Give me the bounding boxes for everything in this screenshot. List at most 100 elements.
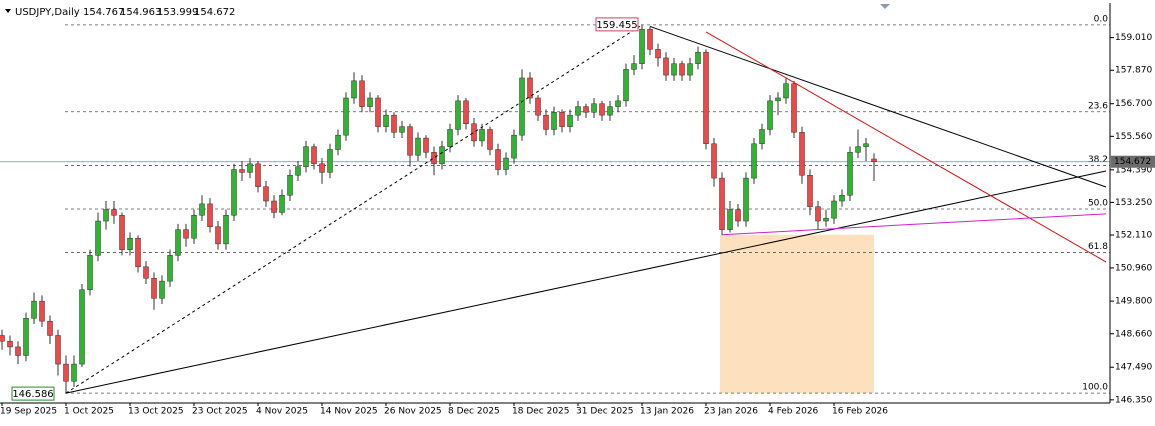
low-label-box (11, 386, 55, 401)
candle-body (367, 97, 373, 107)
candle-body (839, 195, 845, 202)
candle-body (135, 237, 141, 268)
candle-body (55, 335, 61, 365)
trendline (705, 31, 1107, 263)
zone (720, 234, 874, 394)
y-tick-label: 146.350 (1115, 395, 1152, 405)
candle-body (255, 163, 261, 187)
candle-body (279, 195, 285, 213)
fib-label: 61.8 (1088, 242, 1108, 252)
candle-body (807, 174, 813, 207)
candle-body (671, 63, 677, 76)
candle-body (487, 129, 493, 150)
candle-body (583, 106, 589, 113)
y-tick-label: 148.660 (1115, 329, 1152, 339)
open-value: 154.767 (83, 7, 124, 18)
candle-body (631, 63, 637, 70)
trendline (649, 25, 1107, 188)
candle-body (111, 209, 117, 216)
candle-body (399, 126, 405, 133)
trendline (65, 170, 1107, 394)
candle-body (727, 209, 733, 230)
candle-body (143, 266, 149, 279)
x-tick-label: 31 Dec 2025 (576, 407, 634, 417)
candle-body (495, 149, 501, 170)
low-value: 153.999 (157, 7, 198, 18)
candle-body (647, 29, 653, 50)
candle-body (503, 157, 509, 170)
price-tag (1111, 155, 1155, 168)
candle-body (791, 83, 797, 133)
high-label-box (595, 17, 639, 32)
high-label: 159.455 (596, 20, 637, 31)
x-tick-label: 1 Oct 2025 (64, 407, 114, 417)
candle-body (719, 177, 725, 230)
fib-label: 38.2 (1088, 155, 1108, 165)
fib-label: 23.6 (1088, 101, 1108, 111)
candle-body (335, 134, 341, 150)
y-tick-label: 149.800 (1115, 297, 1152, 307)
candle-body (871, 158, 877, 162)
candle-body (415, 137, 421, 156)
candle-body (607, 106, 613, 116)
candle-body (383, 114, 389, 127)
candle-body (775, 97, 781, 102)
candle-body (783, 83, 789, 99)
candle-body (71, 363, 77, 382)
candle-body (319, 163, 325, 173)
candle-body (567, 114, 573, 127)
candle-body (799, 132, 805, 176)
y-tick-label: 155.560 (1115, 132, 1152, 142)
candle-body (271, 200, 277, 213)
x-tick-label: 8 Dec 2025 (448, 407, 500, 417)
candle-body (151, 278, 157, 299)
x-tick-label: 4 Feb 2026 (768, 407, 819, 417)
candle-body (743, 177, 749, 222)
y-tick-label: 154.390 (1115, 165, 1152, 175)
candle-body (663, 57, 669, 76)
candle-body (303, 146, 309, 167)
candle-body (31, 300, 37, 319)
candle-body (391, 114, 397, 133)
y-tick-label: 152.110 (1115, 231, 1152, 241)
candle-body (167, 255, 173, 282)
candle-body (263, 186, 269, 202)
candle-body (23, 318, 29, 356)
candle-body (407, 126, 413, 156)
candle-body (231, 169, 237, 216)
candle-body (287, 174, 293, 196)
candle-body (535, 97, 541, 116)
y-tick-label: 159.010 (1115, 33, 1152, 43)
x-tick-label: 13 Oct 2025 (128, 407, 184, 417)
candle-body (423, 137, 429, 153)
candle-body (455, 100, 461, 130)
y-tick-label: 150.960 (1115, 263, 1152, 273)
candle-body (855, 146, 861, 153)
fib-label: 0.0 (1094, 14, 1109, 24)
fib-label: 50.0 (1088, 198, 1108, 208)
candle-body (695, 51, 701, 64)
candle-body (311, 146, 317, 165)
x-tick-label: 4 Nov 2025 (256, 407, 308, 417)
candle-body (831, 200, 837, 219)
x-tick-label: 19 Sep 2025 (0, 407, 57, 417)
fib-label: 100.0 (1082, 383, 1108, 393)
close-value: 154.672 (194, 7, 235, 18)
high-value: 154.963 (120, 7, 161, 18)
candle-body (207, 203, 213, 227)
y-tick-label: 147.490 (1115, 363, 1152, 373)
menu-arrow[interactable] (5, 9, 11, 13)
candle-body (703, 51, 709, 145)
candle-body (575, 106, 581, 116)
x-tick-label: 23 Jan 2026 (704, 407, 758, 417)
candle-body (479, 129, 485, 142)
candle-body (247, 163, 253, 173)
candle-body (191, 215, 197, 239)
candle-body (863, 143, 869, 147)
symbol-title: USDJPY,Daily (15, 7, 80, 18)
candle-body (327, 149, 333, 173)
x-tick-label: 23 Oct 2025 (192, 407, 248, 417)
candle-body (463, 100, 469, 124)
candle-body (751, 143, 757, 179)
candle-body (687, 63, 693, 76)
